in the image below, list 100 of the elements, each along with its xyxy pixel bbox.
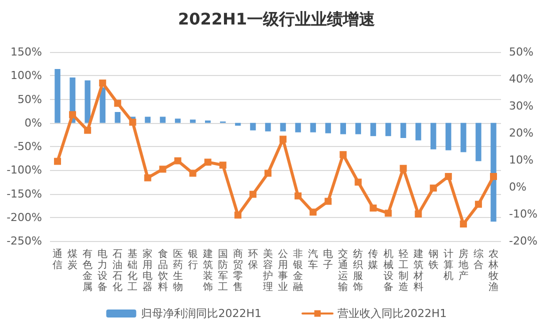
bar xyxy=(114,112,121,123)
y-tick-label: 100% xyxy=(10,69,42,82)
bar xyxy=(446,122,452,150)
y2-tick-label: 30% xyxy=(509,100,534,112)
y-tick-label: -50% xyxy=(14,140,42,153)
point xyxy=(159,166,166,173)
x-tick-label: 电力设备 xyxy=(98,248,108,293)
point xyxy=(280,136,287,143)
point xyxy=(84,126,92,134)
x-tick-label: 国防军工 xyxy=(218,249,228,293)
point xyxy=(69,111,76,118)
x-tick-label: 纺织服饰 xyxy=(352,248,364,293)
legend-label: 归母净利润同比2022H1 xyxy=(141,307,262,320)
x-tick-label: 综合 xyxy=(473,248,484,271)
x-tick-label: 美容护理 xyxy=(262,248,273,293)
x-tick-label: 家用电器 xyxy=(142,248,153,293)
y2-tick-label: 10% xyxy=(509,154,534,166)
bar xyxy=(100,87,106,123)
legend-label: 营业收入同比2022H1 xyxy=(338,307,447,320)
y2-tick-label: -10% xyxy=(509,208,538,220)
point xyxy=(264,170,272,177)
x-tick-label: 石油石化 xyxy=(112,249,123,293)
bar xyxy=(476,122,482,162)
x-tick-label: 医药生物 xyxy=(172,249,183,293)
x-tick-label: 计算机 xyxy=(443,248,454,282)
bar xyxy=(385,122,392,136)
y-tick-label: -100% xyxy=(6,164,42,177)
point xyxy=(204,158,212,166)
y2-tick-label: -20% xyxy=(509,234,538,248)
bar xyxy=(250,122,256,130)
point xyxy=(114,100,122,107)
y-tick-label: 150% xyxy=(10,46,42,58)
point xyxy=(430,184,437,192)
x-tick-label: 基础化工 xyxy=(126,248,138,293)
x-tick-label: 钢铁 xyxy=(427,249,438,271)
point xyxy=(310,208,317,216)
point xyxy=(294,192,302,200)
x-tick-label: 建筑材料 xyxy=(412,248,424,293)
x-tick-label: 机械设备 xyxy=(383,248,394,293)
x-tick-label: 环保 xyxy=(248,249,258,271)
y-tick-label: -200% xyxy=(6,210,42,224)
bar xyxy=(160,116,166,123)
bar xyxy=(400,122,406,138)
x-tick-label: 房地产 xyxy=(457,248,468,282)
x-tick-label: 交通运输 xyxy=(338,248,348,293)
point xyxy=(354,178,362,186)
point xyxy=(400,164,407,172)
bar xyxy=(295,122,301,132)
point xyxy=(490,172,497,180)
x-tick-label: 公用事业 xyxy=(278,248,288,293)
y2-tick-label: 50% xyxy=(509,46,534,58)
point xyxy=(324,198,332,205)
bar xyxy=(174,118,181,123)
x-tick-label: 农林牧渔 xyxy=(487,249,498,293)
point xyxy=(144,174,152,182)
point xyxy=(219,162,226,169)
bar xyxy=(235,122,241,126)
bar xyxy=(144,116,151,123)
point xyxy=(129,118,136,126)
x-tick-label: 食品饮料 xyxy=(156,248,168,293)
bar xyxy=(280,122,286,132)
x-tick-label: 有色金属 xyxy=(82,248,93,293)
y2-tick-label: 20% xyxy=(509,126,534,140)
x-tick-label: 通信 xyxy=(52,248,63,271)
y-tick-label: 50% xyxy=(18,92,42,106)
bar xyxy=(265,122,271,132)
point xyxy=(99,80,106,87)
y-tick-label: -250% xyxy=(6,234,42,248)
point xyxy=(460,220,467,228)
y2-tick-label: 40% xyxy=(509,72,534,86)
y2-tick-label: 0% xyxy=(509,180,526,194)
bar xyxy=(490,122,496,222)
x-tick-label: 轻工制造 xyxy=(398,248,408,293)
y-tick-label: 0% xyxy=(24,116,42,130)
point xyxy=(384,210,392,217)
point xyxy=(444,172,452,180)
point xyxy=(174,157,182,164)
bar xyxy=(355,122,362,134)
x-tick-label: 非银金融 xyxy=(292,248,304,293)
point xyxy=(249,190,256,198)
x-tick-label: 银行 xyxy=(186,249,198,271)
x-tick-label: 汽车 xyxy=(308,248,318,271)
bar xyxy=(54,69,60,123)
chart-title: 2022H1一级行业业绩增速 xyxy=(178,10,376,28)
bar xyxy=(460,122,466,152)
point xyxy=(474,200,482,208)
bar xyxy=(325,122,331,134)
point xyxy=(234,212,242,219)
bar xyxy=(370,122,376,136)
x-tick-label: 煤炭 xyxy=(68,248,78,271)
y-tick-label: -150% xyxy=(6,187,42,200)
x-tick-label: 传媒 xyxy=(368,249,378,271)
x-tick-label: 电子 xyxy=(323,248,334,271)
x-tick-label: 建筑装饰 xyxy=(202,248,213,293)
point xyxy=(370,204,377,212)
point xyxy=(54,158,62,165)
bar xyxy=(340,122,346,134)
point xyxy=(414,210,422,218)
bar xyxy=(84,80,90,123)
bar xyxy=(310,122,316,132)
